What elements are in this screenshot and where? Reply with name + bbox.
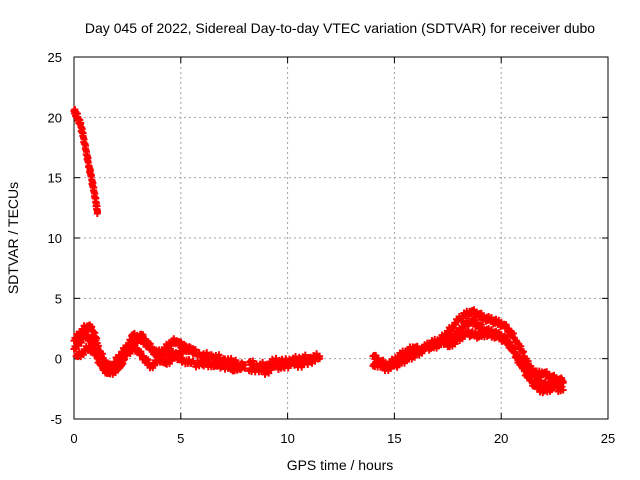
data-point xyxy=(241,361,249,369)
data-point-interp xyxy=(174,352,182,360)
data-point-interp xyxy=(249,357,257,365)
series-track-c xyxy=(72,330,245,378)
y-tick-label: 0 xyxy=(55,352,62,367)
data-point xyxy=(559,386,567,394)
y-tick-label: 5 xyxy=(55,291,62,306)
series-track-h xyxy=(444,327,567,387)
data-point-interp xyxy=(195,349,203,357)
tick-layer: 0 5 10 15 20 25 -5 0 5 10 15 20 25 xyxy=(48,50,616,446)
x-tick-label: 20 xyxy=(494,431,508,446)
data-point-interp xyxy=(259,363,267,371)
series-descent-segment xyxy=(70,105,101,217)
y-tick-label: -5 xyxy=(50,412,62,427)
data-point-interp xyxy=(191,346,199,354)
y-tick-label: 15 xyxy=(48,171,62,186)
x-tick-label: 15 xyxy=(387,431,401,446)
y-tick-label: 25 xyxy=(48,50,62,65)
data-point xyxy=(316,355,324,363)
data-point xyxy=(237,366,245,374)
data-point-interp xyxy=(224,358,232,366)
data-point-interp xyxy=(133,339,141,347)
data-point-interp xyxy=(201,353,209,361)
chart-title: Day 045 of 2022, Sidereal Day-to-day VTE… xyxy=(85,20,595,36)
y-tick-label: 20 xyxy=(48,110,62,125)
data-point xyxy=(559,378,567,386)
x-tick-label: 25 xyxy=(601,431,615,446)
data-point xyxy=(93,207,101,215)
series-layer xyxy=(70,105,567,397)
data-point-interp xyxy=(185,356,193,364)
x-tick-label: 0 xyxy=(70,431,77,446)
series-track-e xyxy=(245,352,324,378)
data-point-interp xyxy=(304,360,312,368)
y-tick-label: 10 xyxy=(48,231,62,246)
data-point-interp xyxy=(171,354,179,362)
data-point xyxy=(185,343,193,351)
data-point-interp xyxy=(131,342,139,350)
y-axis-label: SDTVAR / TECUs xyxy=(5,182,21,294)
x-axis-label: GPS time / hours xyxy=(287,457,394,473)
series-track-f xyxy=(369,306,567,392)
x-tick-label: 5 xyxy=(177,431,184,446)
x-tick-label: 10 xyxy=(280,431,294,446)
data-point-interp xyxy=(232,356,240,364)
data-point-interp xyxy=(205,356,213,364)
